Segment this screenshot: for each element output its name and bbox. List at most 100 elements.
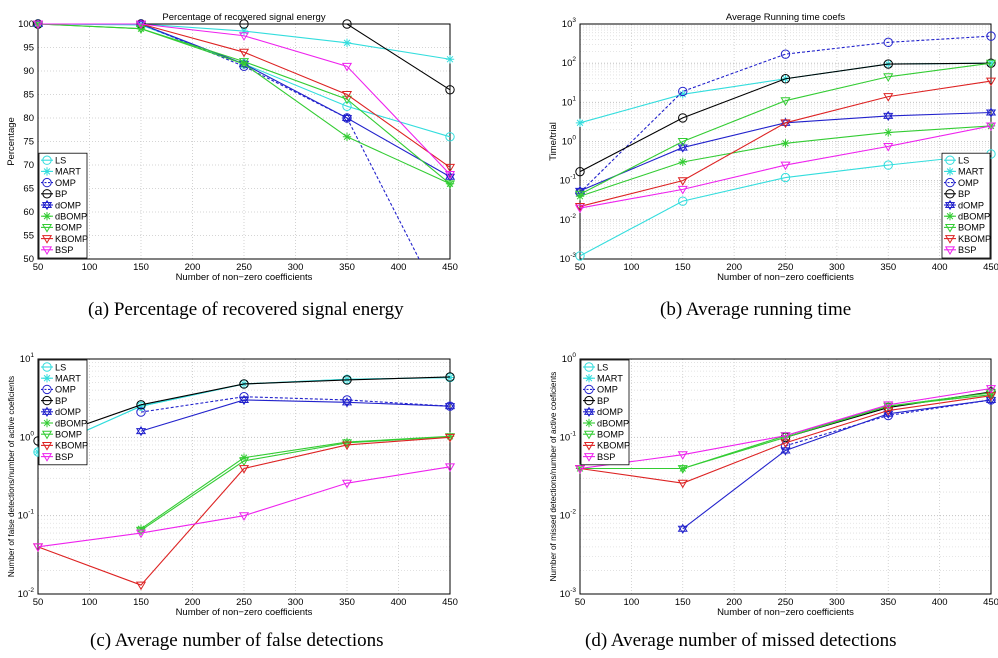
legend-label: MART — [597, 374, 623, 384]
point-bsp — [985, 122, 997, 132]
legend-label: LS — [55, 156, 66, 166]
legend-marker-domp — [944, 199, 956, 209]
legend-marker-bp — [42, 395, 52, 406]
x-tick-label: 300 — [829, 597, 845, 608]
series-line-bp — [37, 376, 451, 442]
legend-marker-domp — [41, 199, 53, 209]
x-tick-label: 150 — [675, 262, 691, 273]
y-axis-label: Time/trial — [548, 122, 559, 161]
legend-marker-omp — [945, 177, 955, 188]
legend-label: OMP — [55, 385, 76, 395]
point-bomp — [883, 73, 894, 82]
y-tick-label: 100 — [18, 19, 34, 30]
point-bp — [342, 375, 352, 385]
point-dbomp — [986, 121, 996, 131]
point-kbomp — [444, 163, 456, 173]
point-bomp — [985, 59, 997, 69]
series-line-bp — [579, 62, 992, 173]
plot-frame — [37, 358, 451, 595]
point-kbomp — [780, 119, 791, 128]
chart-c: 50 100 150 200 250 300 350 400 45010-210-1100101… — [7, 352, 458, 618]
point-bomp — [135, 25, 147, 34]
point-bp — [136, 400, 146, 410]
x-tick-label: 150 — [133, 262, 149, 273]
caption-b: (b) Average running time — [660, 299, 852, 320]
x-tick-label: 100 — [623, 262, 639, 273]
y-tick-label: 75 — [23, 137, 34, 148]
legend-label: MART — [958, 167, 984, 177]
x-axis-label: Number of non−zero coefficients — [717, 272, 854, 283]
point-mart — [239, 26, 249, 36]
legend-marker-bsp — [41, 453, 53, 462]
point-bomp — [780, 97, 791, 106]
point-kbomp — [341, 441, 353, 451]
legend-marker-bp — [42, 189, 52, 199]
y-tick-label: 101 — [562, 95, 577, 108]
point-bsp — [780, 161, 791, 171]
legend-marker-kbomp — [41, 235, 53, 244]
point-kbomp — [135, 581, 147, 591]
x-tick-label: 300 — [288, 262, 304, 273]
point-bsp — [135, 529, 147, 539]
y-tick-label: 90 — [23, 66, 34, 77]
point-bsp — [32, 20, 44, 30]
legend-entry-bp: BP — [583, 396, 609, 406]
x-tick-label: 300 — [829, 262, 845, 273]
y-tick-label: 100 — [562, 135, 577, 148]
legend-label: OMP — [55, 178, 76, 188]
x-tick-label: 150 — [675, 597, 691, 608]
chart-a: 50 100 150 200 250 300 350 400 450 50 55 60 65 70 75 80… — [6, 12, 458, 283]
legend-label: LS — [597, 362, 608, 372]
point-domp — [985, 394, 997, 403]
chart-title: Percentage of recovered signal energy — [162, 12, 325, 23]
y-axis-label: Number of false detections/number of act… — [7, 376, 16, 577]
point-bsp — [883, 401, 894, 411]
series-line-omp — [579, 35, 992, 193]
legend-entry-domp: dOMP — [41, 199, 81, 210]
legend-label: BP — [55, 396, 67, 406]
x-axis-label: Number of non−zero coefficients — [176, 272, 313, 283]
x-tick-label: 250 — [236, 597, 252, 608]
y-tick-label: 100 — [20, 430, 35, 443]
point-mart — [136, 401, 146, 411]
point-ls — [342, 101, 352, 111]
legend-label: LS — [958, 156, 969, 166]
legend-marker-bsp — [583, 453, 595, 462]
legend-label: BOMP — [55, 223, 82, 233]
chart-b: 50 100 150 200 250 300 350 400 45010-310-210-110… — [548, 12, 998, 283]
point-bomp — [444, 180, 456, 189]
legend-entry-dbomp: dBOMP — [41, 212, 87, 222]
legend-label: BSP — [597, 452, 615, 462]
point-kbomp — [574, 202, 586, 212]
legend-entry-dbomp: dBOMP — [41, 418, 87, 428]
legend-entry-mart: MART — [944, 167, 984, 177]
legend-entry-bsp: BSP — [944, 245, 976, 255]
legend-marker-bomp — [583, 430, 595, 440]
legend-label: dBOMP — [55, 418, 87, 428]
y-tick-label: 70 — [23, 160, 34, 171]
point-bsp — [32, 543, 44, 553]
chart-d: 50 100 150 200 250 300 350 400 45010-310-210-110… — [549, 352, 998, 618]
legend-entry-omp: OMP — [41, 178, 76, 188]
y-tick-label: 95 — [23, 43, 34, 54]
legend-marker-dbomp — [945, 212, 955, 221]
point-bomp — [985, 389, 997, 399]
legend-entry-bp: BP — [41, 396, 67, 406]
legend-label: OMP — [958, 178, 979, 188]
point-bsp — [341, 62, 353, 72]
legend-marker-mart — [42, 167, 52, 176]
legend-label: dBOMP — [597, 418, 629, 428]
x-tick-label: 100 — [82, 262, 98, 273]
point-bomp — [238, 457, 250, 467]
legend-marker-kbomp — [41, 441, 53, 451]
series-bsp — [32, 20, 456, 180]
legend-entry-kbomp: KBOMP — [583, 441, 630, 451]
x-tick-label: 150 — [133, 597, 149, 608]
point-domp — [677, 142, 688, 151]
legend-entry-kbomp: KBOMP — [944, 234, 991, 244]
legend-label: KBOMP — [958, 234, 991, 244]
point-mart — [575, 118, 585, 128]
legend-entry-dbomp: dBOMP — [944, 212, 990, 222]
x-tick-label: 400 — [391, 597, 407, 608]
point-kbomp — [238, 48, 250, 58]
